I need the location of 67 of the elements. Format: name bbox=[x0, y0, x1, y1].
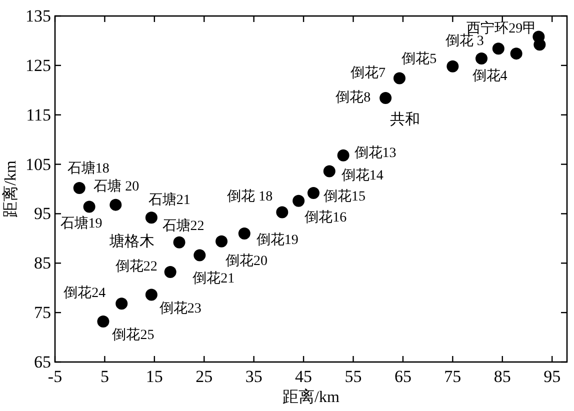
y-tick-label: 135 bbox=[26, 6, 51, 26]
x-tick-label: 95 bbox=[544, 367, 561, 386]
x-tick-label: 45 bbox=[295, 367, 312, 386]
y-tick-label: 85 bbox=[34, 254, 51, 273]
point bbox=[216, 235, 228, 248]
y-tick-label: 75 bbox=[34, 303, 51, 322]
annotation: 石塘21 bbox=[148, 192, 190, 208]
annotation: 倒花15 bbox=[323, 188, 366, 204]
annotation: 倒花24 bbox=[64, 285, 106, 302]
point bbox=[292, 194, 305, 207]
point bbox=[307, 186, 320, 199]
y-tick-label: 95 bbox=[34, 204, 51, 224]
annotation: 倒花21 bbox=[192, 270, 235, 287]
annotation: 倒花16 bbox=[304, 209, 347, 226]
point bbox=[145, 212, 158, 224]
point bbox=[73, 182, 86, 194]
point bbox=[276, 206, 288, 218]
point bbox=[393, 72, 406, 84]
point bbox=[83, 200, 96, 213]
annotation: 倒花14 bbox=[341, 168, 384, 184]
annotation: 倒花 3 bbox=[445, 33, 484, 50]
annotation: 石塘19 bbox=[60, 215, 102, 232]
point bbox=[110, 198, 122, 211]
point bbox=[173, 236, 186, 248]
x-tick-label: 25 bbox=[196, 367, 213, 386]
point bbox=[97, 315, 110, 328]
annotation: 倒花5 bbox=[402, 50, 437, 67]
point bbox=[145, 288, 158, 301]
x-tick-label: 85 bbox=[494, 367, 511, 386]
annotation: 共和 bbox=[390, 111, 420, 128]
x-tick-label: 65 bbox=[394, 367, 412, 386]
point bbox=[164, 266, 176, 278]
annotation: 石塘22 bbox=[162, 218, 204, 234]
x-axis-title: 距离/km bbox=[282, 388, 340, 406]
point bbox=[238, 227, 250, 240]
point bbox=[194, 249, 206, 262]
y-tick-label: 115 bbox=[26, 105, 51, 124]
annotation: 倒花8 bbox=[336, 90, 371, 106]
annotation: 塘格木 bbox=[108, 233, 154, 250]
annotation: 倒花22 bbox=[115, 258, 158, 275]
point bbox=[492, 42, 504, 55]
x-tick-label: 15 bbox=[146, 367, 163, 386]
point bbox=[323, 165, 336, 178]
point bbox=[337, 149, 350, 162]
annotation: 倒花23 bbox=[159, 300, 202, 316]
annotation: 石塘18 bbox=[67, 160, 110, 177]
y-tick-label: 125 bbox=[26, 56, 51, 75]
annotation: 倒花20 bbox=[226, 252, 268, 269]
point bbox=[510, 48, 522, 60]
annotation: 倒花7 bbox=[350, 64, 386, 81]
y-axis-title: 距离/km bbox=[2, 160, 20, 218]
x-tick-label: 5 bbox=[100, 367, 109, 386]
point bbox=[534, 38, 546, 51]
annotation: 倒花19 bbox=[256, 232, 298, 248]
annotation: 倒花13 bbox=[354, 144, 396, 161]
y-tick-label: 105 bbox=[26, 154, 51, 174]
point bbox=[380, 92, 392, 104]
point bbox=[476, 52, 488, 65]
point bbox=[446, 60, 459, 72]
annotation: 石塘 20 bbox=[94, 178, 140, 194]
annotation: 倒花 18 bbox=[227, 188, 273, 205]
x-tick-label: 35 bbox=[245, 367, 262, 386]
x-tick-label: 55 bbox=[344, 367, 362, 386]
x-tick-label: 75 bbox=[444, 367, 462, 386]
annotation: 倒花4 bbox=[472, 68, 508, 84]
point bbox=[116, 298, 128, 310]
annotation: 倒花25 bbox=[112, 326, 154, 343]
